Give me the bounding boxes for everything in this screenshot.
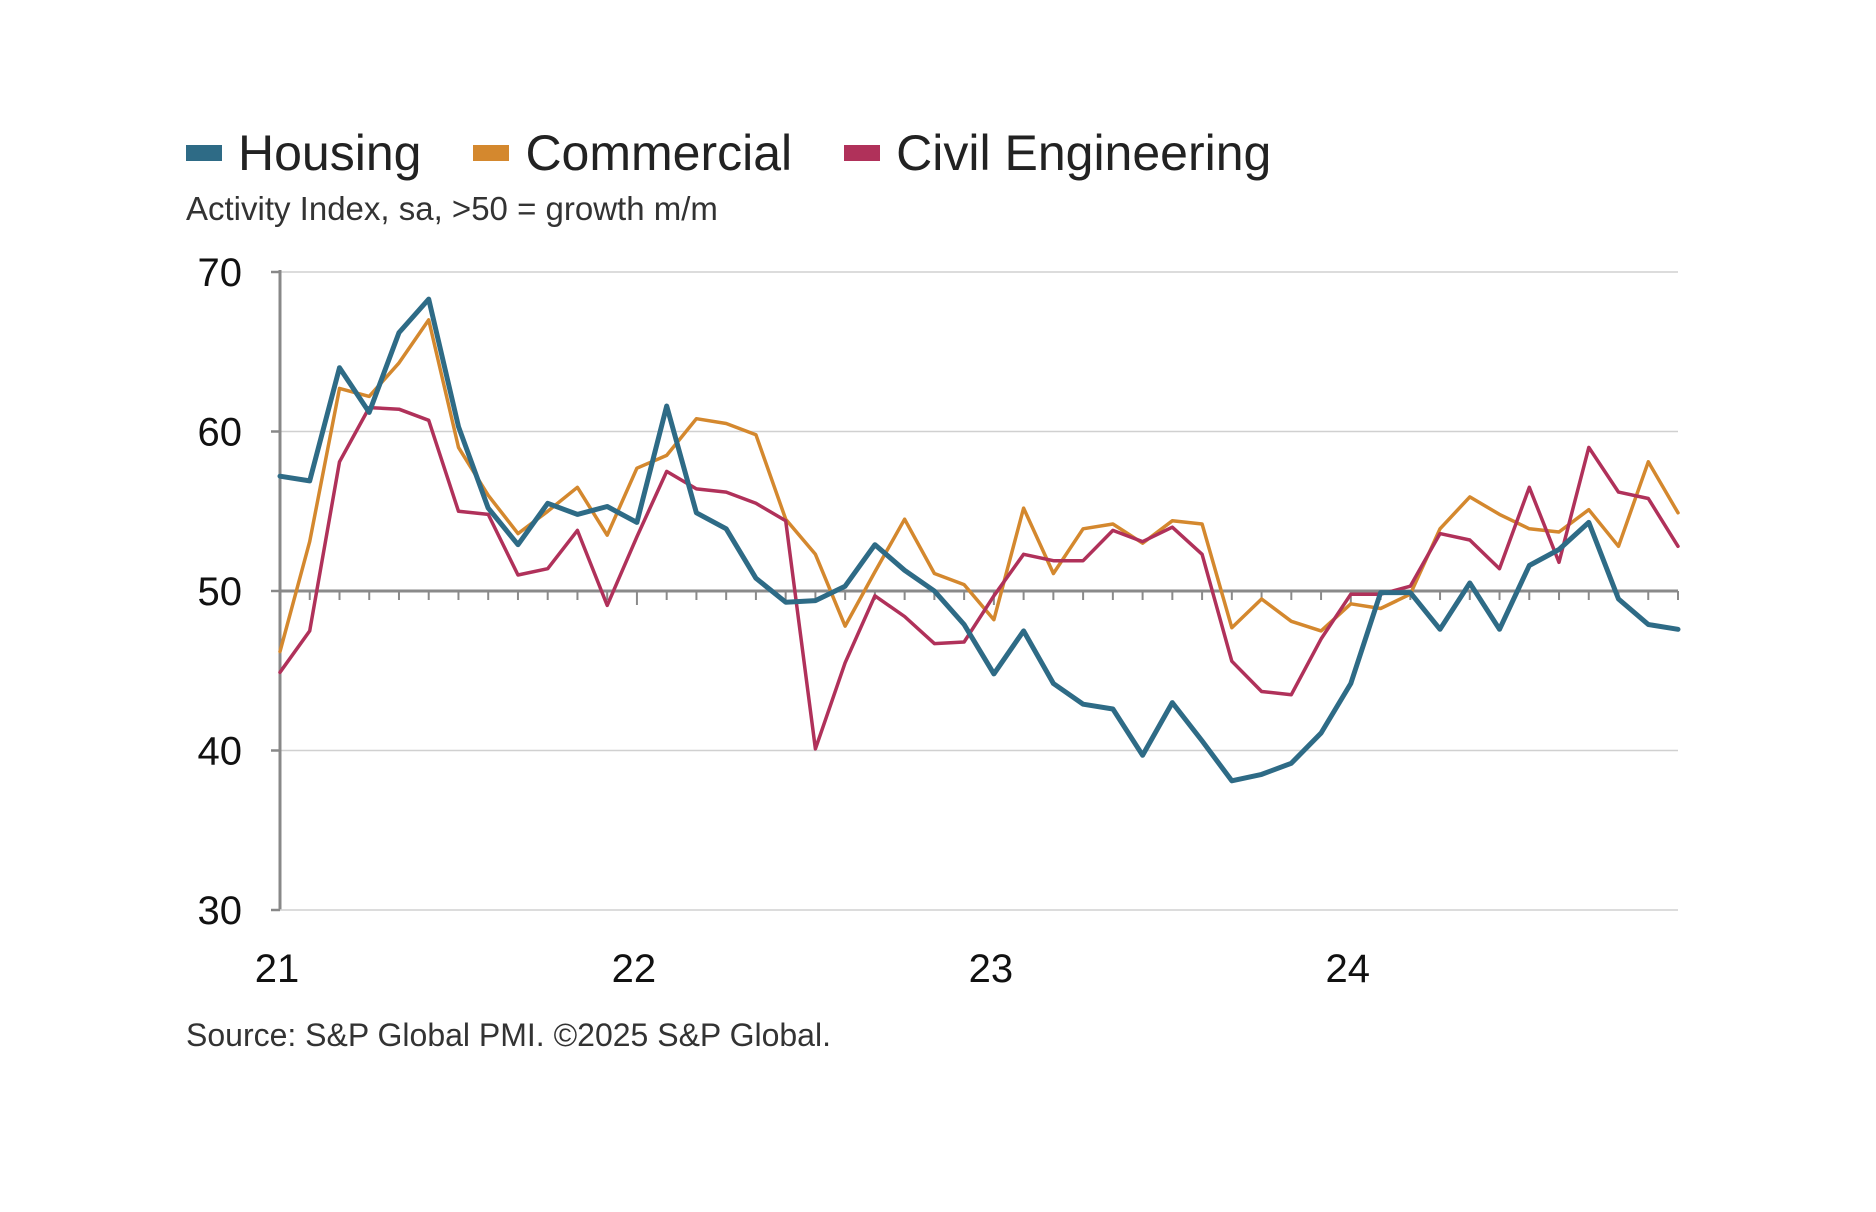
y-tick-label-30: 30 bbox=[198, 889, 243, 933]
y-tick-label-50: 50 bbox=[198, 570, 243, 614]
x-tick-label-22: 22 bbox=[612, 947, 657, 991]
legend-item-commercial: Commercial bbox=[473, 128, 792, 178]
chart-subtitle: Activity Index, sa, >50 = growth m/m bbox=[186, 190, 718, 227]
chart-legend: Housing Commercial Civil Engineering bbox=[186, 128, 1323, 178]
x-tick-label-23: 23 bbox=[969, 947, 1014, 991]
legend-label-housing: Housing bbox=[238, 125, 422, 181]
series-line-commercial bbox=[278, 318, 1680, 654]
legend-swatch-commercial bbox=[473, 145, 510, 161]
x-tick-labels: 21 22 23 24 bbox=[255, 947, 1370, 991]
series-line-housing bbox=[277, 296, 1681, 784]
legend-item-housing: Housing bbox=[186, 128, 421, 178]
legend-label-commercial: Commercial bbox=[525, 125, 793, 181]
series-lines bbox=[277, 296, 1681, 784]
y-tick-labels: 30 40 50 60 70 bbox=[198, 251, 243, 933]
y-tick-label-70: 70 bbox=[198, 251, 243, 295]
legend-swatch-housing bbox=[186, 145, 222, 161]
y-tick-label-60: 60 bbox=[198, 411, 243, 455]
legend-swatch-civil-engineering bbox=[844, 145, 881, 161]
axes bbox=[278, 270, 1678, 911]
source-note: Source: S&P Global PMI. ©2025 S&P Global… bbox=[186, 1017, 831, 1053]
legend-item-civil-engineering: Civil Engineering bbox=[844, 128, 1271, 178]
series-line-civil-engineering bbox=[278, 405, 1680, 751]
x-tick-label-21: 21 bbox=[255, 947, 300, 991]
x-tick-label-24: 24 bbox=[1326, 947, 1371, 991]
y-tick-label-40: 40 bbox=[198, 730, 243, 774]
legend-label-civil-engineering: Civil Engineering bbox=[896, 125, 1272, 181]
